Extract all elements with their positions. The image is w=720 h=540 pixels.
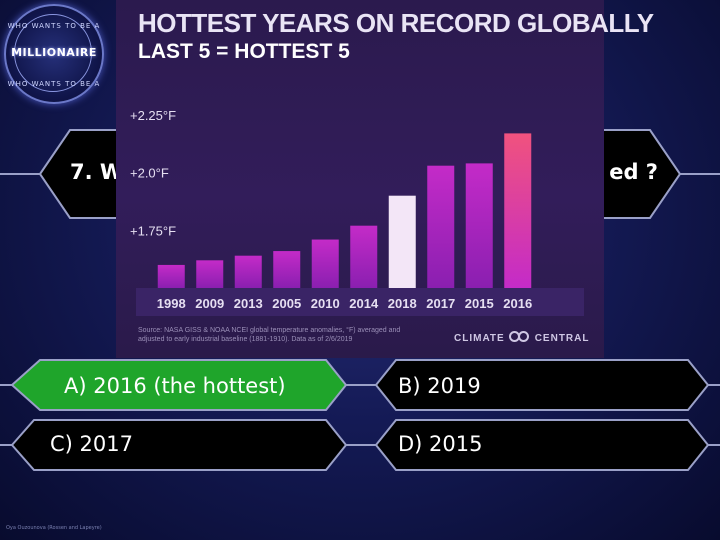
brand-left-text: CLIMATE <box>454 333 505 344</box>
logo-main-text: MILLIONAIRE <box>11 46 97 59</box>
bar-2017 <box>427 165 455 288</box>
chart-plot: +2.25°F +2.0°F +1.75°F 1998 2009 2013 2005 2010… <box>130 108 584 316</box>
x-tick-label-2013: 2013 <box>234 296 263 311</box>
x-tick-label-2018: 2018 <box>388 296 417 311</box>
x-tick-label-1998: 1998 <box>157 296 186 311</box>
bar-2018 <box>388 195 416 288</box>
x-tick-label-2017: 2017 <box>426 296 455 311</box>
chart-title: HOTTEST YEARS ON RECORD GLOBALLY <box>138 8 654 38</box>
x-tick-label-2015: 2015 <box>465 296 494 311</box>
hottest-years-chart: HOTTEST YEARS ON RECORD GLOBALLY LAST 5 … <box>116 0 654 358</box>
x-tick-label-2016: 2016 <box>503 296 532 311</box>
x-tick-label-2010: 2010 <box>311 296 340 311</box>
climate-central-logo: CLIMATE CENTRAL <box>454 331 589 344</box>
chart-source: Source: NASA GISS & NOAA NCEI global tem… <box>138 327 401 343</box>
question-text-left: 7. W <box>70 160 124 184</box>
brand-right-text: CENTRAL <box>534 333 590 344</box>
answer-d-label[interactable]: D) 2015 <box>398 432 483 456</box>
answer-a-label[interactable]: A) 2016 (the hottest) <box>64 374 286 398</box>
answer-c-label[interactable]: C) 2017 <box>50 432 133 456</box>
bar-2015 <box>465 163 493 288</box>
answer-d-box[interactable] <box>374 419 710 471</box>
bar-2014 <box>350 225 378 288</box>
bar-2013 <box>234 255 262 288</box>
question-text-right: ed ? <box>609 160 658 184</box>
answer-b-box[interactable] <box>374 359 710 411</box>
footer-credit: Oya Ouzounova (Rossen and Lapeyre) <box>6 525 102 531</box>
x-axis-band <box>136 288 584 316</box>
logo-ring <box>14 14 92 92</box>
chart-subtitle: LAST 5 = HOTTEST 5 <box>138 40 350 63</box>
x-tick-label-2005: 2005 <box>272 296 301 311</box>
x-tick-label-2009: 2009 <box>195 296 224 311</box>
bar-1998 <box>157 264 185 288</box>
brand-mark-icon <box>508 331 531 342</box>
bar-2005 <box>273 251 301 288</box>
logo-bottom-text: WHO WANTS TO BE A <box>7 80 101 88</box>
bar-2009 <box>196 260 224 288</box>
answer-c-box[interactable] <box>10 419 348 471</box>
bar-2016 <box>504 133 532 288</box>
answer-a-box[interactable] <box>10 359 348 411</box>
y-tick-label: +1.75°F <box>130 223 176 238</box>
logo-top-text: WHO WANTS TO BE A <box>7 22 101 30</box>
x-tick-label-2014: 2014 <box>349 296 379 311</box>
bar-2010 <box>311 239 339 288</box>
y-tick-label: +2.0°F <box>130 166 169 181</box>
millionaire-logo: WHO WANTS TO BE A MILLIONAIRE WHO WANTS … <box>4 4 104 104</box>
answer-b-label[interactable]: B) 2019 <box>398 374 481 398</box>
y-tick-label: +2.25°F <box>130 108 176 123</box>
